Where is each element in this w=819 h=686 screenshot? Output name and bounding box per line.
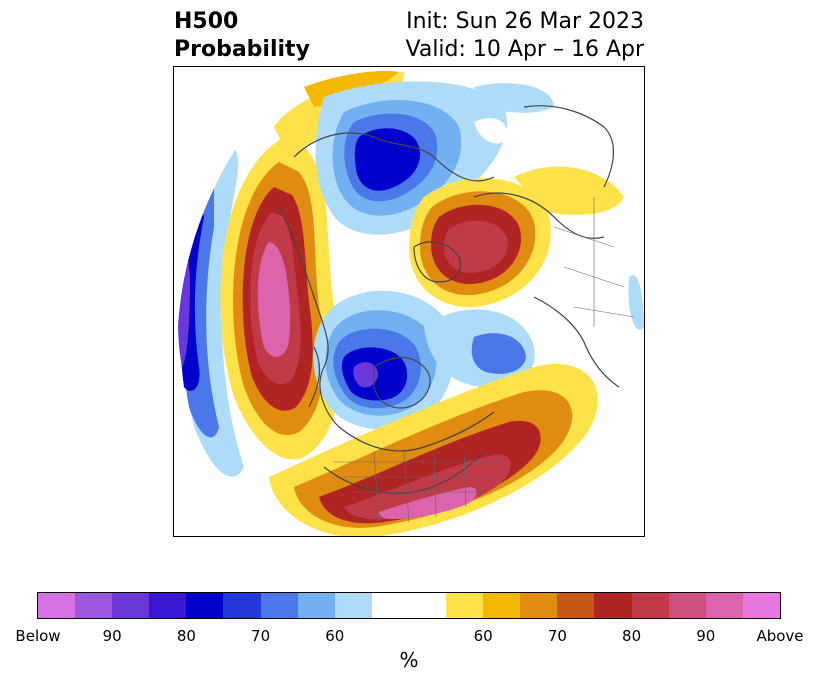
colorbar-segment <box>75 593 113 618</box>
colorbar-tick-label: 70 <box>251 627 271 645</box>
canada-trough <box>313 290 535 430</box>
colorbar-tick-label: Below <box>15 627 61 645</box>
title-block-left: H500 Probability <box>174 8 310 64</box>
colorbar-segment <box>371 593 409 618</box>
title-product: Probability <box>174 37 310 62</box>
colorbar-segment <box>520 593 558 618</box>
colorbar-segment <box>557 593 595 618</box>
init-date: Init: Sun 26 Mar 2023 <box>406 9 644 34</box>
colorbar-tick-label: 60 <box>473 627 493 645</box>
colorbar-segment <box>223 593 261 618</box>
colorbar-segment <box>742 593 780 618</box>
colorbar-segment <box>668 593 706 618</box>
colorbar-segment <box>149 593 187 618</box>
colorbar-segment <box>408 593 447 618</box>
colorbar-segment <box>594 593 632 618</box>
colorbar-segment <box>260 593 298 618</box>
colorbar-segment <box>186 593 224 618</box>
colorbar-tick-label: Above <box>756 627 804 645</box>
map-canvas <box>177 67 644 536</box>
north-siberia-ridge <box>409 166 624 308</box>
colorbar-tick-label: 90 <box>102 627 122 645</box>
colorbar-segment <box>483 593 521 618</box>
probability-map <box>173 66 645 537</box>
colorbar-tick-label: 60 <box>325 627 345 645</box>
political-borders <box>334 197 635 523</box>
valid-range: Valid: 10 Apr – 16 Apr <box>405 37 645 62</box>
colorbar <box>37 592 781 619</box>
colorbar-segment <box>631 593 669 618</box>
colorbar-segment <box>112 593 150 618</box>
title-variable: H500 <box>174 9 239 34</box>
pacific-west-trough <box>177 147 244 477</box>
minor-anomalies <box>474 118 644 330</box>
colorbar-segment <box>705 593 743 618</box>
colorbar-tick-label: 70 <box>547 627 567 645</box>
colorbar-segment <box>446 593 484 618</box>
colorbar-segment <box>38 593 76 618</box>
siberia-trough <box>315 81 554 235</box>
colorbar-tick-label: 90 <box>696 627 716 645</box>
colorbar-unit: % <box>399 648 419 672</box>
colorbar-tick-label: 80 <box>176 627 196 645</box>
title-block-right: Init: Sun 26 Mar 2023 Valid: 10 Apr – 16… <box>406 8 645 64</box>
colorbar-tick-label: 80 <box>622 627 642 645</box>
us-southeast-ridge <box>269 364 598 536</box>
colorbar-segment <box>334 593 372 618</box>
pacific-ridge <box>220 137 341 460</box>
colorbar-segment <box>297 593 335 618</box>
